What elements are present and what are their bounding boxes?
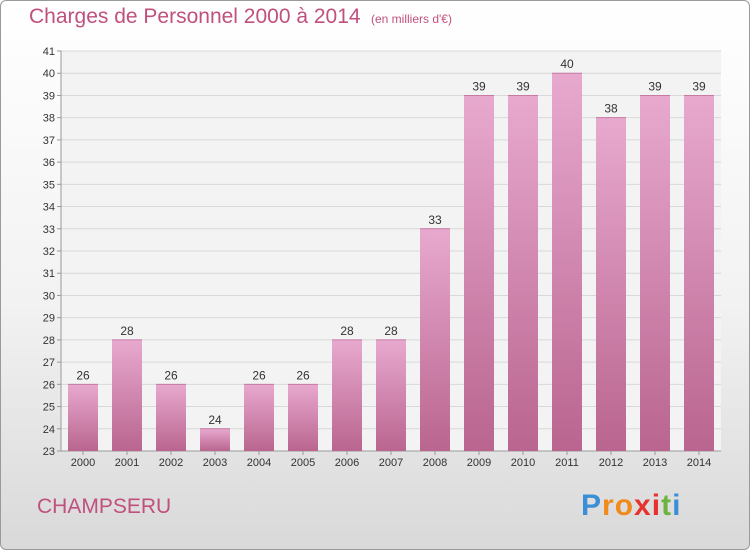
- y-tick-label: 37: [43, 135, 55, 147]
- y-tick-label: 28: [43, 335, 55, 347]
- y-tick-label: 23: [43, 446, 55, 458]
- x-tick-label: 2006: [335, 457, 359, 469]
- x-tick-label: 2001: [115, 457, 139, 469]
- x-tick-label: 2008: [423, 457, 447, 469]
- logo-letter: i: [651, 489, 662, 522]
- data-label: 28: [384, 324, 398, 338]
- y-tick-label: 31: [43, 268, 55, 280]
- data-label: 39: [516, 79, 530, 93]
- y-tick-label: 35: [43, 179, 55, 191]
- x-tick-label: 2005: [291, 457, 315, 469]
- y-tick-label: 32: [43, 246, 55, 258]
- logo-letter: r: [602, 489, 615, 522]
- data-label: 28: [340, 324, 354, 338]
- chart-subtitle: (en milliers d'€): [371, 12, 452, 26]
- data-label: 39: [648, 79, 662, 93]
- x-tick-label: 2011: [555, 457, 579, 469]
- bar: [200, 428, 230, 451]
- bar: [244, 384, 274, 451]
- data-label: 24: [208, 413, 222, 427]
- bar: [464, 95, 494, 451]
- bar: [508, 95, 538, 451]
- x-tick-label: 2007: [379, 457, 403, 469]
- x-tick-label: 2010: [511, 457, 535, 469]
- y-tick-label: 33: [43, 224, 55, 236]
- bar: [596, 117, 626, 452]
- bar: [156, 384, 186, 451]
- y-tick-label: 38: [43, 113, 55, 125]
- bar: [68, 384, 98, 451]
- logo-letter: x: [634, 489, 652, 522]
- data-label: 40: [560, 57, 574, 71]
- data-label: 26: [76, 368, 90, 382]
- bar: [684, 95, 714, 451]
- x-tick-label: 2009: [467, 457, 491, 469]
- y-tick-label: 34: [43, 202, 55, 214]
- x-tick-label: 2000: [71, 457, 95, 469]
- bar: [640, 95, 670, 451]
- y-tick-label: 30: [43, 290, 55, 302]
- data-label: 26: [164, 368, 178, 382]
- y-tick-label: 29: [43, 313, 55, 325]
- x-tick-label: 2014: [687, 457, 711, 469]
- data-label: 39: [472, 79, 486, 93]
- y-tick-label: 24: [43, 424, 55, 436]
- data-label: 26: [296, 368, 310, 382]
- chart-title: Charges de Personnel 2000 à 2014: [29, 5, 361, 28]
- data-label: 33: [428, 213, 442, 227]
- data-label: 26: [252, 368, 266, 382]
- x-tick-label: 2013: [643, 457, 667, 469]
- x-tick-label: 2003: [203, 457, 227, 469]
- logo-letter: P: [581, 489, 603, 522]
- y-tick-label: 36: [43, 157, 55, 169]
- y-tick-label: 41: [43, 46, 55, 58]
- y-tick-label: 26: [43, 379, 55, 391]
- bar: [376, 339, 406, 451]
- commune-name: CHAMPSERU: [37, 495, 172, 518]
- bar: [288, 384, 318, 451]
- proxiti-logo: Proxiti: [581, 489, 681, 523]
- bar: [332, 339, 362, 451]
- y-tick-label: 39: [43, 90, 55, 102]
- bar: [552, 73, 582, 451]
- bar: [112, 339, 142, 451]
- data-label: 38: [604, 102, 618, 116]
- logo-letter: t: [661, 489, 673, 522]
- y-tick-label: 27: [43, 357, 55, 369]
- data-label: 28: [120, 324, 134, 338]
- x-tick-label: 2002: [159, 457, 183, 469]
- y-tick-label: 25: [43, 402, 55, 414]
- bar: [420, 228, 450, 451]
- logo-letter: i: [672, 489, 682, 522]
- logo-letter: o: [614, 489, 635, 522]
- x-tick-label: 2004: [247, 457, 271, 469]
- x-tick-label: 2012: [599, 457, 623, 469]
- y-tick-label: 40: [43, 68, 55, 80]
- data-label: 39: [692, 79, 706, 93]
